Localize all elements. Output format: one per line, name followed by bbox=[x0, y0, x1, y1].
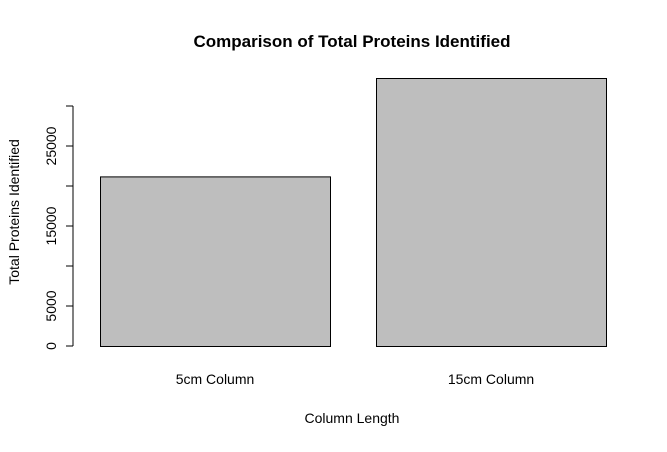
x-axis-labels: 5cm Column 15cm Column bbox=[176, 371, 534, 387]
y-tick-label: 25000 bbox=[43, 126, 59, 165]
x-axis-title: Column Length bbox=[305, 410, 400, 426]
y-tick-label: 15000 bbox=[43, 206, 59, 245]
x-category-label: 5cm Column bbox=[176, 371, 255, 387]
bar bbox=[376, 78, 607, 347]
y-axis-title: Total Proteins Identified bbox=[6, 139, 22, 285]
y-tick-label: 0 bbox=[43, 342, 59, 350]
bar bbox=[100, 176, 331, 347]
y-axis: 0 5000 15000 25000 bbox=[43, 105, 74, 350]
y-tick-label: 5000 bbox=[43, 290, 59, 321]
chart-title: Comparison of Total Proteins Identified bbox=[193, 32, 510, 51]
x-category-label: 15cm Column bbox=[448, 371, 534, 387]
bars bbox=[100, 78, 607, 347]
